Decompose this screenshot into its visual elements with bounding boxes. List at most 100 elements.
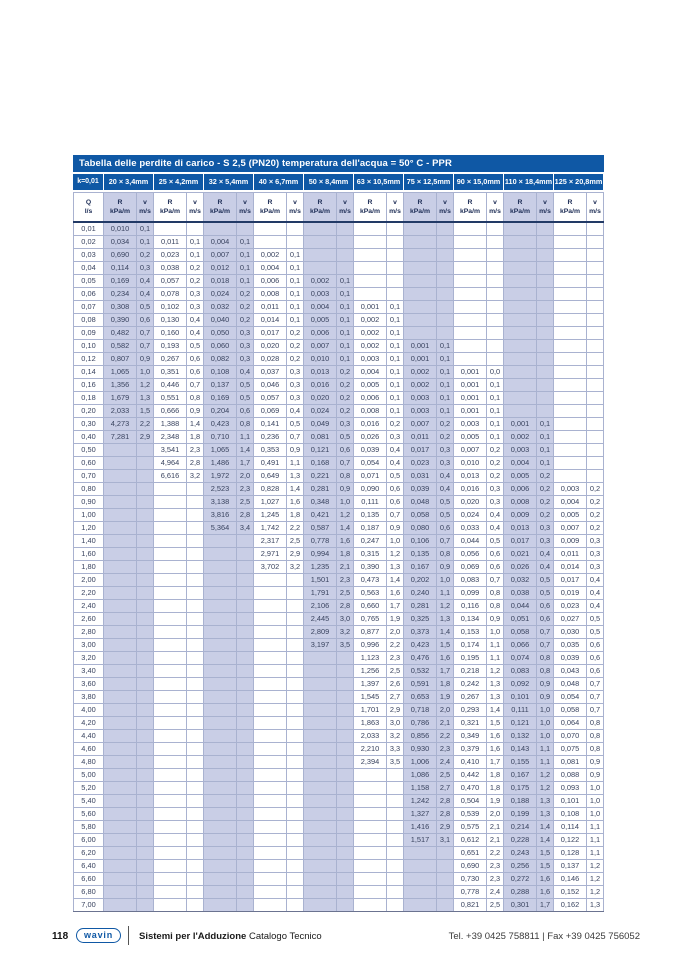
v-cell: [336, 793, 354, 808]
v-cell: 0,4: [586, 598, 604, 613]
v-cell: 1,2: [386, 546, 404, 561]
v-cell: [386, 858, 404, 873]
r-cell: 2,394: [353, 754, 387, 769]
r-cell: 0,050: [203, 325, 237, 340]
r-cell: [203, 884, 237, 899]
v-cell: 0,2: [486, 442, 504, 457]
v-cell: 2,8: [236, 507, 254, 522]
r-cell: [203, 689, 237, 704]
v-cell: [136, 858, 154, 873]
r-cell: [153, 572, 187, 587]
r-cell: 1,027: [253, 494, 287, 509]
v-cell: 0,2: [536, 494, 554, 509]
v-cell: [486, 234, 504, 249]
v-cell: 0,9: [386, 520, 404, 535]
v-cell: 1,2: [336, 507, 354, 522]
table-row: 3,80 1,545 2,7 0,653 1,9 0,267 1,3 0,101 0,9 0,05…: [73, 689, 604, 704]
q-cell: 4,40: [73, 728, 104, 743]
r-cell: [103, 663, 137, 678]
v-cell: 2,0: [436, 702, 454, 717]
r-cell: 0,005: [303, 312, 337, 327]
v-cell: 3,2: [336, 624, 354, 639]
r-cell: [553, 325, 587, 340]
v-cell: 0,5: [536, 585, 554, 600]
table-title: Tabella delle perdite di carico - S 2,5 …: [73, 155, 604, 172]
v-cell: 0,2: [336, 364, 354, 379]
r-cell: 0,008: [253, 286, 287, 301]
q-cell: 5,20: [73, 780, 104, 795]
r-cell: 0,039: [403, 481, 437, 496]
v-cell: 1,1: [586, 832, 604, 847]
v-cell: [486, 312, 504, 327]
v-cell: [236, 624, 254, 639]
r-cell: 0,111: [503, 702, 537, 717]
r-cell: [103, 624, 137, 639]
r-cell: 0,994: [303, 546, 337, 561]
v-cell: [186, 546, 204, 561]
v-cell: 1,9: [486, 793, 504, 808]
r-cell: [503, 260, 537, 275]
r-cell: [103, 767, 137, 782]
r-cell: 0,048: [403, 494, 437, 509]
v-cell: 2,9: [386, 702, 404, 717]
r-cell: 0,168: [303, 455, 337, 470]
r-cell: 0,247: [353, 533, 387, 548]
v-cell: [586, 416, 604, 431]
r-cell: 0,057: [153, 273, 187, 288]
r-cell: [153, 494, 187, 509]
q-cell: 3,20: [73, 650, 104, 665]
table-row: 1,80 3,702 3,2 1,235 2,1 0,390 1,3 0,167 0,9 0,06…: [73, 559, 604, 574]
r-cell: [253, 676, 287, 691]
r-cell: [153, 806, 187, 821]
v-cell: [136, 832, 154, 847]
v-cell: 3,5: [386, 754, 404, 769]
v-cell: [386, 247, 404, 262]
v-cell: [236, 871, 254, 886]
r-cell: [253, 715, 287, 730]
r-cell: 0,093: [553, 780, 587, 795]
q-cell: 0,50: [73, 442, 104, 457]
r-cell: 0,033: [453, 520, 487, 535]
r-cell: [303, 728, 337, 743]
v-cell: [286, 780, 304, 795]
r-cell: 0,236: [253, 429, 287, 444]
v-cell: 1,7: [436, 663, 454, 678]
v-cell: 2,5: [436, 767, 454, 782]
r-cell: 0,081: [303, 429, 337, 444]
v-cell: 2,5: [386, 663, 404, 678]
q-cell: 0,10: [73, 338, 104, 353]
v-cell: [186, 871, 204, 886]
v-cell: 1,2: [536, 767, 554, 782]
v-cell: [236, 221, 254, 236]
q-cell: 5,80: [73, 819, 104, 834]
v-cell: [536, 221, 554, 236]
v-cell: 0,1: [286, 247, 304, 262]
r-cell: 0,612: [453, 832, 487, 847]
v-cell: 2,2: [386, 637, 404, 652]
v-cell: 0,1: [486, 390, 504, 405]
v-cell: [386, 884, 404, 899]
table-row: 4,20 1,863 3,0 0,786 2,1 0,321 1,5 0,121 1,0 0,06…: [73, 715, 604, 730]
v-cell: [386, 767, 404, 782]
r-cell: 0,010: [303, 351, 337, 366]
r-cell: 0,005: [353, 377, 387, 392]
v-cell: 2,9: [436, 819, 454, 834]
v-cell: [186, 221, 204, 236]
v-cell: [136, 702, 154, 717]
v-cell: [336, 819, 354, 834]
r-cell: [103, 507, 137, 522]
v-cell: 0,1: [336, 325, 354, 340]
table-row: 5,20 1,158 2,7 0,470 1,8 0,175 1,2 0,093 1,0: [73, 780, 604, 795]
r-cell: [153, 546, 187, 561]
r-cell: 2,971: [253, 546, 287, 561]
r-cell: 4,964: [153, 455, 187, 470]
r-cell: 1,742: [253, 520, 287, 535]
v-cell: 0,2: [286, 338, 304, 353]
r-cell: [253, 585, 287, 600]
r-cell: 0,267: [453, 689, 487, 704]
v-cell: 1,8: [286, 507, 304, 522]
r-cell: [153, 585, 187, 600]
r-cell: [303, 650, 337, 665]
